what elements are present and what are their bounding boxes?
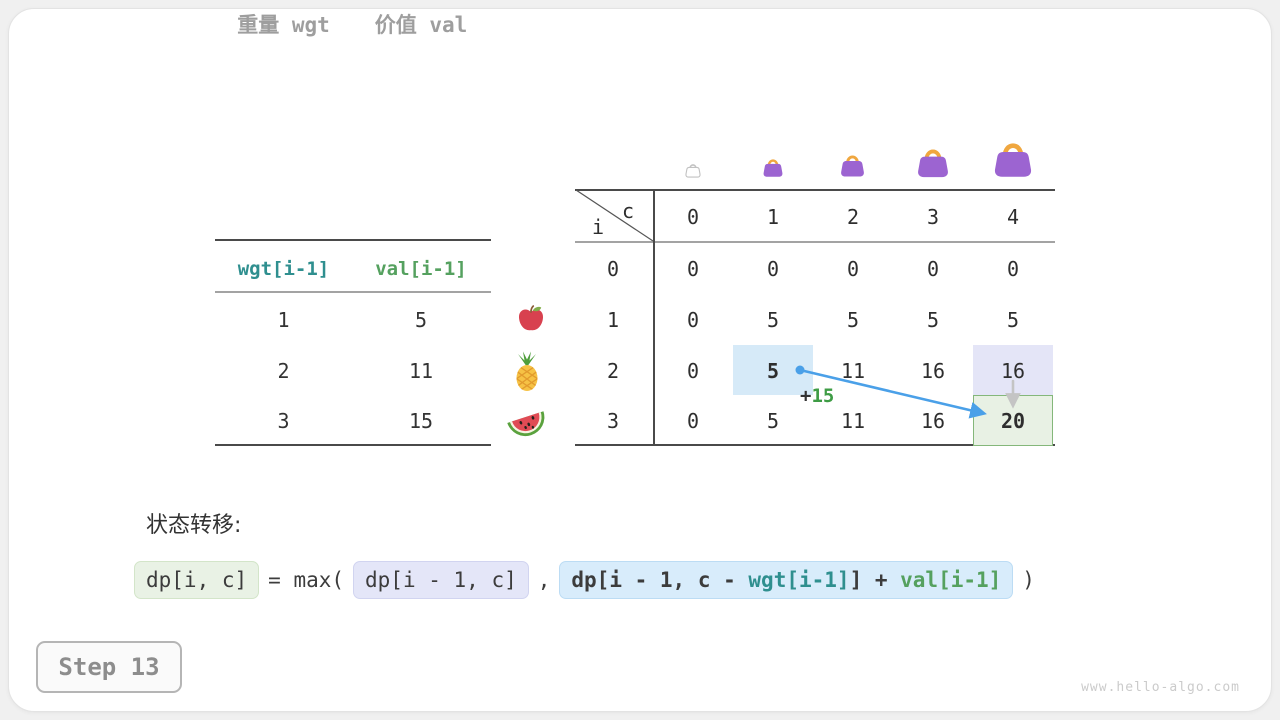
handbag-icon-4 xyxy=(990,133,1036,183)
dp-row-header-2: 2 xyxy=(606,359,620,383)
items-table-header-val: 价值 val xyxy=(374,13,468,37)
dp-row-header-3: 3 xyxy=(606,409,620,433)
items-table-header-wgt: 重量 wgt xyxy=(237,13,330,37)
dp-col-header-2: 2 xyxy=(846,205,860,229)
dp-row-header-0: 0 xyxy=(606,257,620,281)
formula-arg2-prefix: dp[i - 1, c - xyxy=(571,568,749,592)
dp-corner-col-var: c xyxy=(621,199,635,223)
val-cell-0: 5 xyxy=(414,308,428,332)
dp-row-header-1: 1 xyxy=(606,308,620,332)
val-cell-1: 11 xyxy=(408,359,434,383)
step-badge: Step 13 xyxy=(36,641,182,693)
items-table-rule-bottom xyxy=(215,444,491,446)
dp-col-header-0: 0 xyxy=(686,205,700,229)
dp-table-rule-bottom xyxy=(575,444,1055,446)
dp-cell-2-1: 5 xyxy=(766,359,780,383)
items-table-subheader-val: val[i-1] xyxy=(375,258,467,280)
dp-cell-0-4: 0 xyxy=(1006,257,1020,281)
formula-lhs-pill: dp[i, c] xyxy=(134,561,260,599)
dp-cell-1-0: 0 xyxy=(686,308,700,332)
formula-arg1-pill: dp[i - 1, c] xyxy=(353,561,529,599)
dp-cell-0-2: 0 xyxy=(846,257,860,281)
add-value-annotation: +15 xyxy=(800,385,834,407)
formula-operator: = max( xyxy=(268,568,345,592)
dp-cell-2-3: 16 xyxy=(920,359,946,383)
added-value: 15 xyxy=(811,385,835,407)
wgt-cell-0: 1 xyxy=(277,308,290,332)
dp-cell-0-0: 0 xyxy=(686,257,700,281)
dp-cell-2-4: 16 xyxy=(1000,359,1026,383)
wgt-cell-2: 3 xyxy=(277,409,290,433)
dp-cell-1-2: 5 xyxy=(846,308,860,332)
formula-arg2-wgt: wgt[i-1] xyxy=(748,568,850,592)
dp-cell-3-3: 16 xyxy=(920,409,946,433)
handbag-icon-2 xyxy=(838,149,867,182)
dp-cell-2-0: 0 xyxy=(686,359,700,383)
dp-cell-0-1: 0 xyxy=(766,257,780,281)
dp-cell-3-0: 0 xyxy=(686,409,700,433)
dp-cell-3-1: 5 xyxy=(766,409,780,433)
dp-cell-3-4: 20 xyxy=(1000,409,1026,433)
handbag-icon-1 xyxy=(761,154,785,182)
handbag-icon-3 xyxy=(914,141,952,183)
val-cell-2: 15 xyxy=(408,409,434,433)
dp-corner-row-var: i xyxy=(591,215,605,239)
watermark: www.hello-algo.com xyxy=(1081,680,1240,695)
dp-cell-1-3: 5 xyxy=(926,308,940,332)
formula-close-paren: ) xyxy=(1022,568,1035,592)
formula-arg2-val: val[i-1] xyxy=(900,568,1002,592)
wgt-cell-1: 2 xyxy=(277,359,290,383)
dp-table-rule-header xyxy=(575,241,1055,243)
items-table-rule-top xyxy=(215,239,491,241)
formula-arg2-pill: dp[i - 1, c - wgt[i-1]] + val[i-1] xyxy=(559,561,1014,599)
dp-cell-1-4: 5 xyxy=(1006,308,1020,332)
handbag-icon-empty xyxy=(684,160,702,182)
items-table-rule-mid xyxy=(215,291,491,293)
dp-col-header-1: 1 xyxy=(766,205,780,229)
dp-col-header-4: 4 xyxy=(1006,205,1020,229)
state-transition-label: 状态转移: xyxy=(146,513,242,538)
watermelon-icon xyxy=(504,400,548,444)
apple-icon xyxy=(515,303,547,339)
formula-comma: , xyxy=(537,568,551,592)
dp-cell-0-3: 0 xyxy=(926,257,940,281)
state-transition-formula: dp[i, c] = max( dp[i - 1, c] , dp[i - 1,… xyxy=(134,560,1035,600)
dp-col-header-3: 3 xyxy=(926,205,940,229)
formula-arg2-mid: ] + xyxy=(849,568,901,592)
dp-table-rule-top xyxy=(575,189,1055,191)
pineapple-icon xyxy=(508,350,546,396)
dp-cell-1-1: 5 xyxy=(766,308,780,332)
items-table-subheader-wgt: wgt[i-1] xyxy=(237,258,330,280)
plus-sign: + xyxy=(800,385,812,407)
dp-table-rule-vertical xyxy=(653,189,655,446)
